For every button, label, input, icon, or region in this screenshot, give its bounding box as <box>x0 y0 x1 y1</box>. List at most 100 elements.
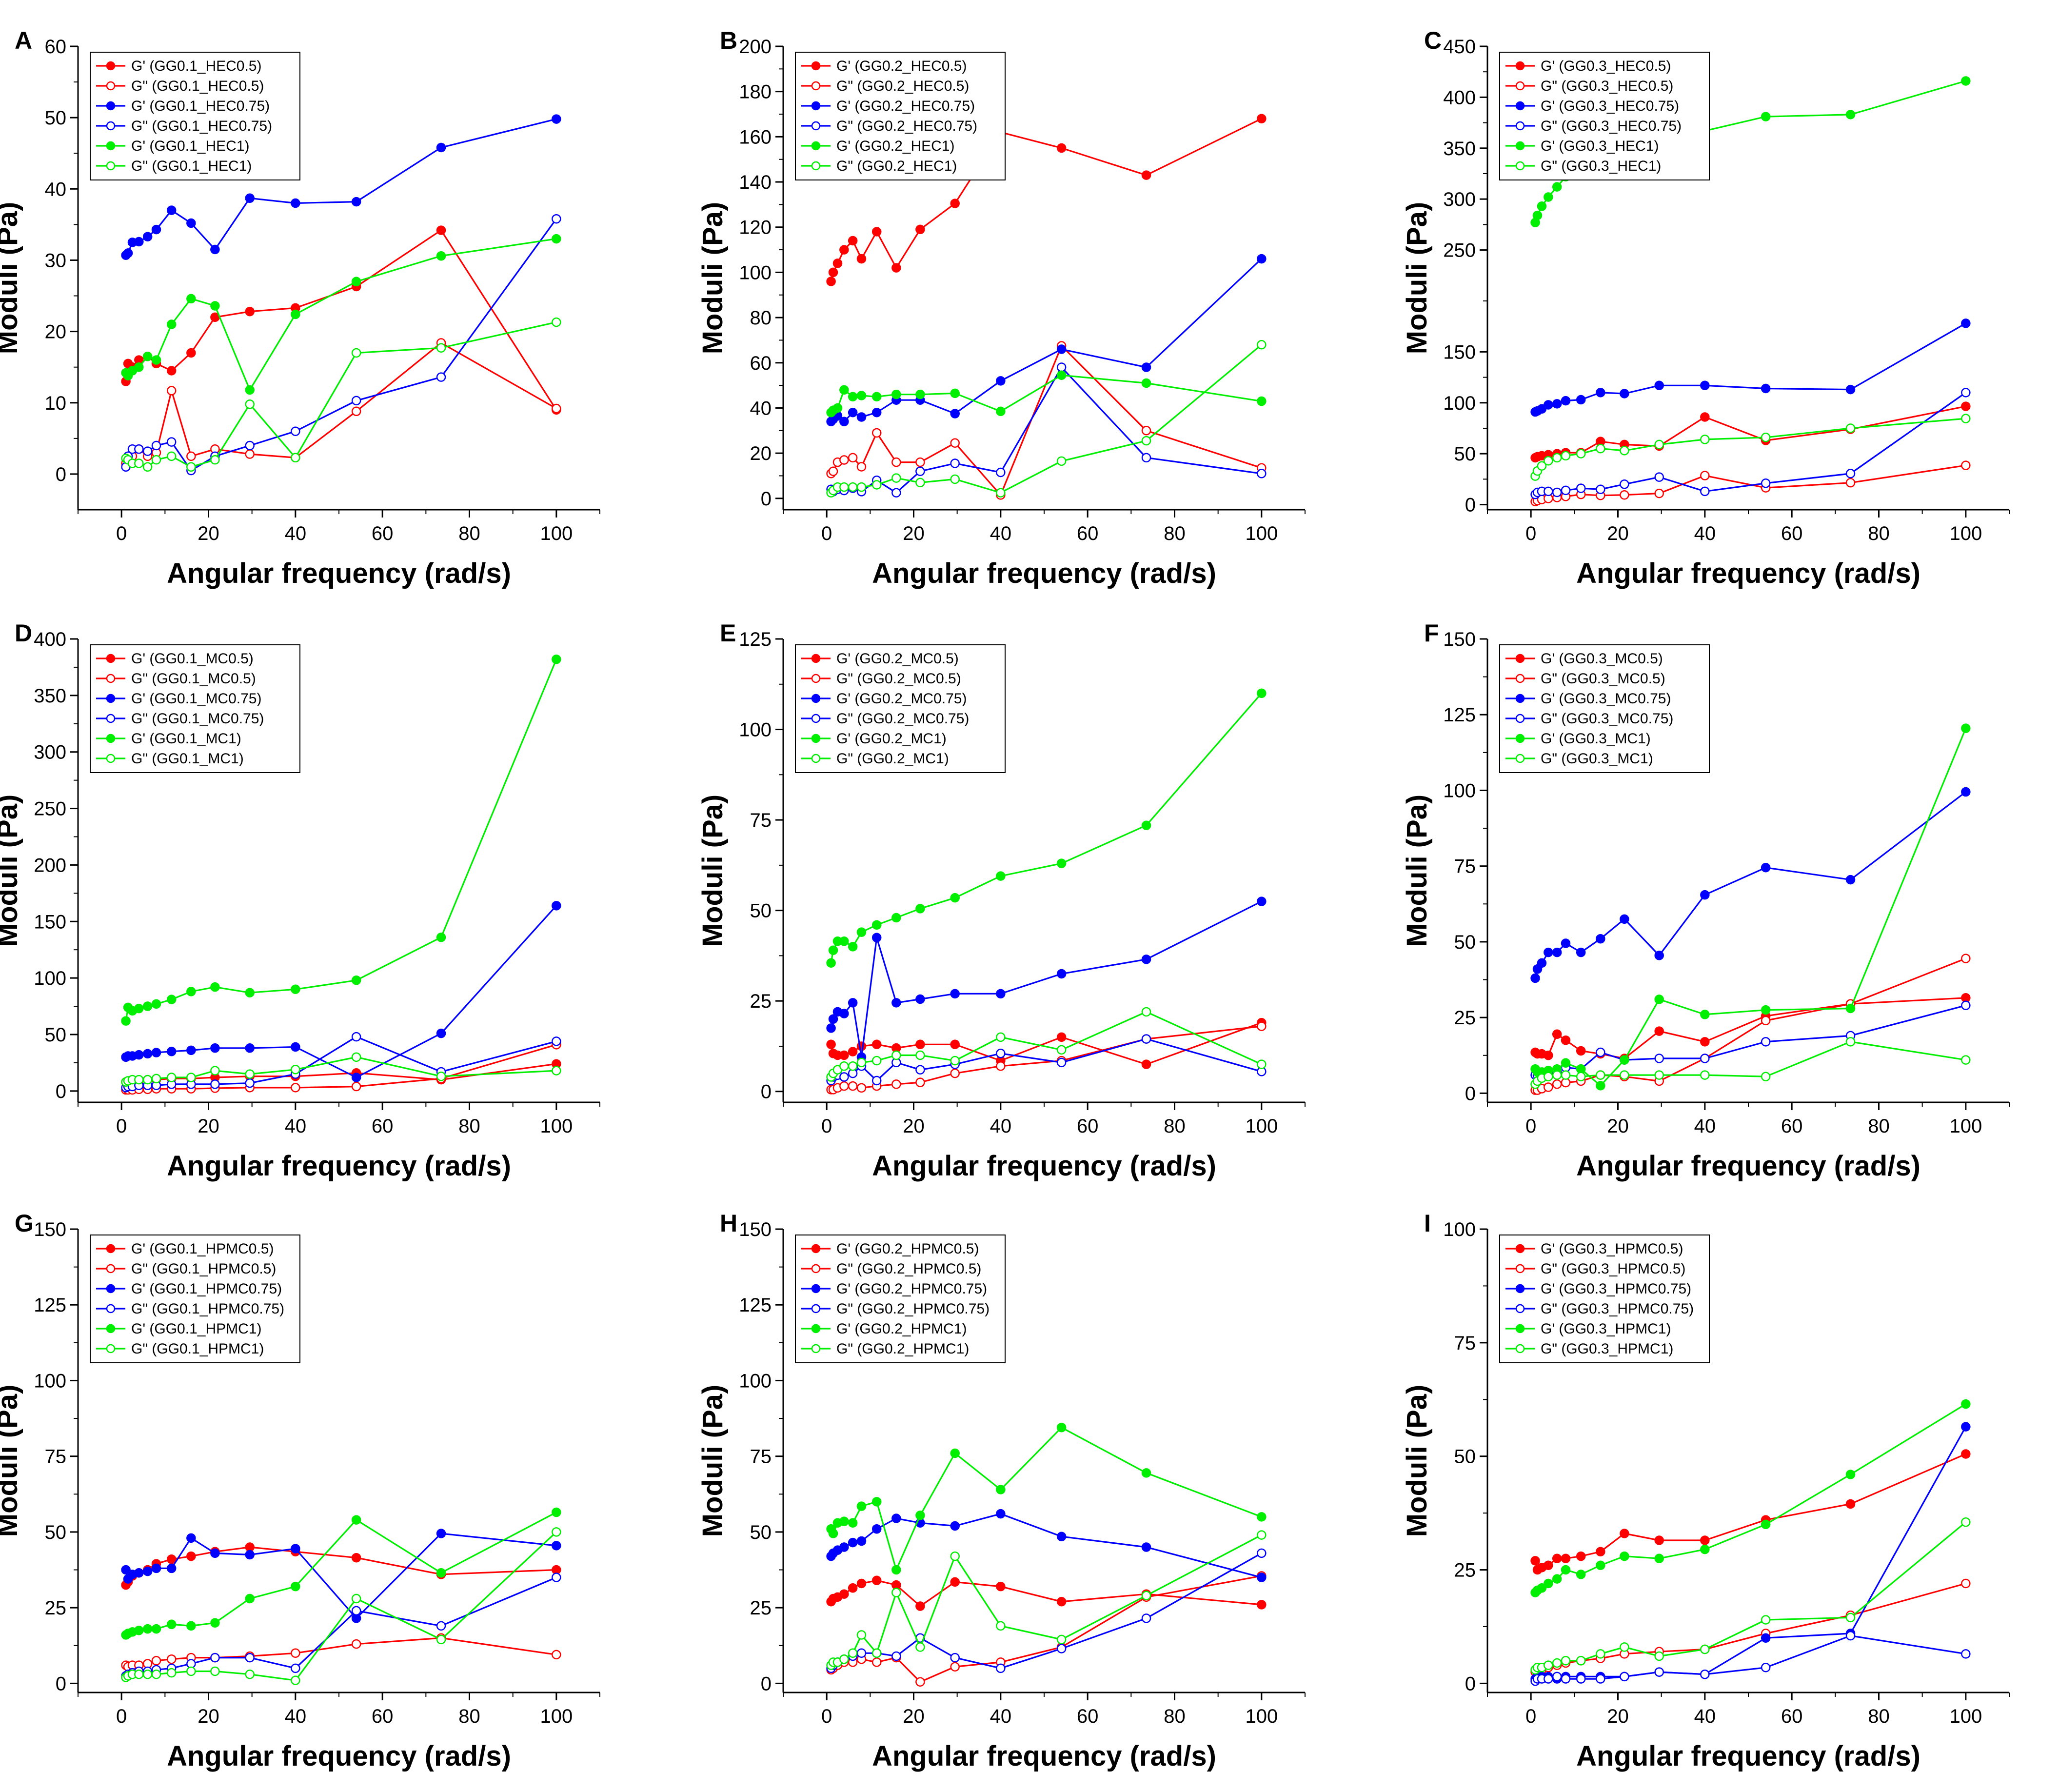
x-tick-label: 80 <box>1868 1115 1890 1137</box>
x-tick-label: 100 <box>1245 523 1278 544</box>
data-point <box>1141 1613 1151 1623</box>
y-tick-label: 140 <box>739 172 772 193</box>
data-point <box>436 1028 446 1038</box>
legend-entry: G" (GG0.1_HPMC0.5) <box>131 1261 276 1277</box>
data-point <box>1576 449 1586 458</box>
x-tick-label: 60 <box>1077 1706 1099 1727</box>
data-point <box>871 933 882 943</box>
data-point <box>891 473 901 483</box>
x-tick-label: 60 <box>1077 523 1099 544</box>
data-point <box>1561 1035 1571 1045</box>
data-point <box>826 1039 836 1049</box>
y-tick-label: 50 <box>1454 932 1476 953</box>
x-tick-label: 20 <box>903 1115 925 1137</box>
data-point <box>245 1669 255 1679</box>
data-point <box>1552 1070 1562 1080</box>
data-point <box>1552 1553 1562 1563</box>
data-point <box>1257 688 1267 698</box>
data-point <box>1620 479 1629 489</box>
y-axis-label: Moduli (Pa) <box>1401 202 1433 355</box>
data-point <box>291 1544 300 1553</box>
data-point <box>552 654 561 664</box>
data-point <box>915 904 925 914</box>
data-point <box>1056 969 1067 979</box>
data-point <box>871 480 882 490</box>
y-tick-label: 300 <box>34 742 66 763</box>
x-tick-label: 80 <box>458 523 480 544</box>
legend-entry: G' (GG0.1_HEC0.5) <box>131 58 261 74</box>
data-point <box>552 214 561 224</box>
data-point <box>1620 1529 1629 1538</box>
data-point <box>1257 1021 1267 1031</box>
data-point <box>871 227 882 237</box>
legend-entry: G' (GG0.3_HPMC0.75) <box>1541 1281 1691 1297</box>
data-point <box>245 1043 255 1053</box>
y-tick-label: 60 <box>750 353 772 374</box>
data-point <box>1141 1007 1151 1017</box>
data-point <box>1056 1532 1067 1541</box>
y-tick-label: 25 <box>1454 1007 1476 1029</box>
data-point <box>121 1016 131 1026</box>
data-point <box>915 389 925 399</box>
data-point <box>210 1548 220 1558</box>
data-point <box>856 1083 867 1093</box>
data-point <box>1654 380 1664 391</box>
panel-letter: H <box>720 1210 737 1237</box>
legend-entry: G" (GG0.3_HEC1) <box>1541 158 1661 174</box>
x-tick-label: 0 <box>821 1706 832 1727</box>
data-point <box>1537 1583 1547 1593</box>
data-point <box>1544 1072 1553 1081</box>
legend-entry: G" (GG0.2_HEC0.5) <box>836 78 969 94</box>
legend-entry: G' (GG0.1_MC0.75) <box>131 691 261 707</box>
data-point <box>552 1066 561 1075</box>
data-point <box>210 1079 220 1089</box>
data-point <box>1056 1045 1067 1055</box>
data-point <box>839 1050 849 1060</box>
data-point <box>848 1648 858 1658</box>
y-axis-label: Moduli (Pa) <box>0 795 23 947</box>
data-point <box>1141 426 1151 436</box>
data-point <box>915 1511 925 1520</box>
y-tick-label: 0 <box>1465 1083 1476 1104</box>
y-tick-label: 50 <box>750 1522 772 1543</box>
data-point <box>291 984 300 995</box>
y-tick-label: 100 <box>1443 780 1476 801</box>
x-tick-label: 80 <box>1164 523 1186 544</box>
data-point <box>210 301 220 311</box>
data-point <box>1544 1560 1553 1570</box>
data-point <box>1561 1070 1571 1080</box>
legend-entry: G" (GG0.1_HEC0.5) <box>131 78 264 94</box>
legend-swatch-marker <box>811 1264 821 1274</box>
data-point <box>1552 1574 1562 1584</box>
data-point <box>839 417 849 427</box>
y-tick-label: 150 <box>1443 341 1476 363</box>
data-point <box>1141 955 1151 964</box>
legend-swatch-marker <box>1515 1324 1525 1334</box>
data-point <box>1544 192 1553 202</box>
y-tick-label: 0 <box>1465 1673 1476 1694</box>
data-point <box>1761 383 1771 394</box>
x-tick-label: 0 <box>1525 523 1536 544</box>
data-point <box>1141 1468 1151 1478</box>
legend-entry: G' (GG0.3_HEC0.75) <box>1541 98 1679 114</box>
x-tick-label: 20 <box>1607 1115 1629 1137</box>
data-point <box>151 224 161 235</box>
panel-b: B 0 20 40 60 80 100 0 20 40 60 80 100 120 140 160 180 200… <box>697 27 1306 589</box>
series-line <box>830 344 1262 497</box>
x-axis-label: Angular frequency (rad/s) <box>1576 1740 1920 1772</box>
data-point <box>1576 947 1586 957</box>
data-point <box>1845 875 1856 885</box>
data-point <box>848 1583 858 1593</box>
y-tick-label: 100 <box>739 262 772 283</box>
data-point <box>950 458 960 468</box>
data-point <box>1056 1596 1067 1607</box>
legend-swatch-marker <box>811 694 821 703</box>
x-tick-label: 60 <box>1781 523 1803 544</box>
data-point <box>839 1061 849 1071</box>
data-point <box>891 389 901 399</box>
data-point <box>1654 1026 1664 1036</box>
data-point <box>210 1618 220 1628</box>
data-point <box>166 1046 177 1056</box>
y-tick-label: 150 <box>34 1219 66 1240</box>
data-point <box>1620 1055 1629 1065</box>
